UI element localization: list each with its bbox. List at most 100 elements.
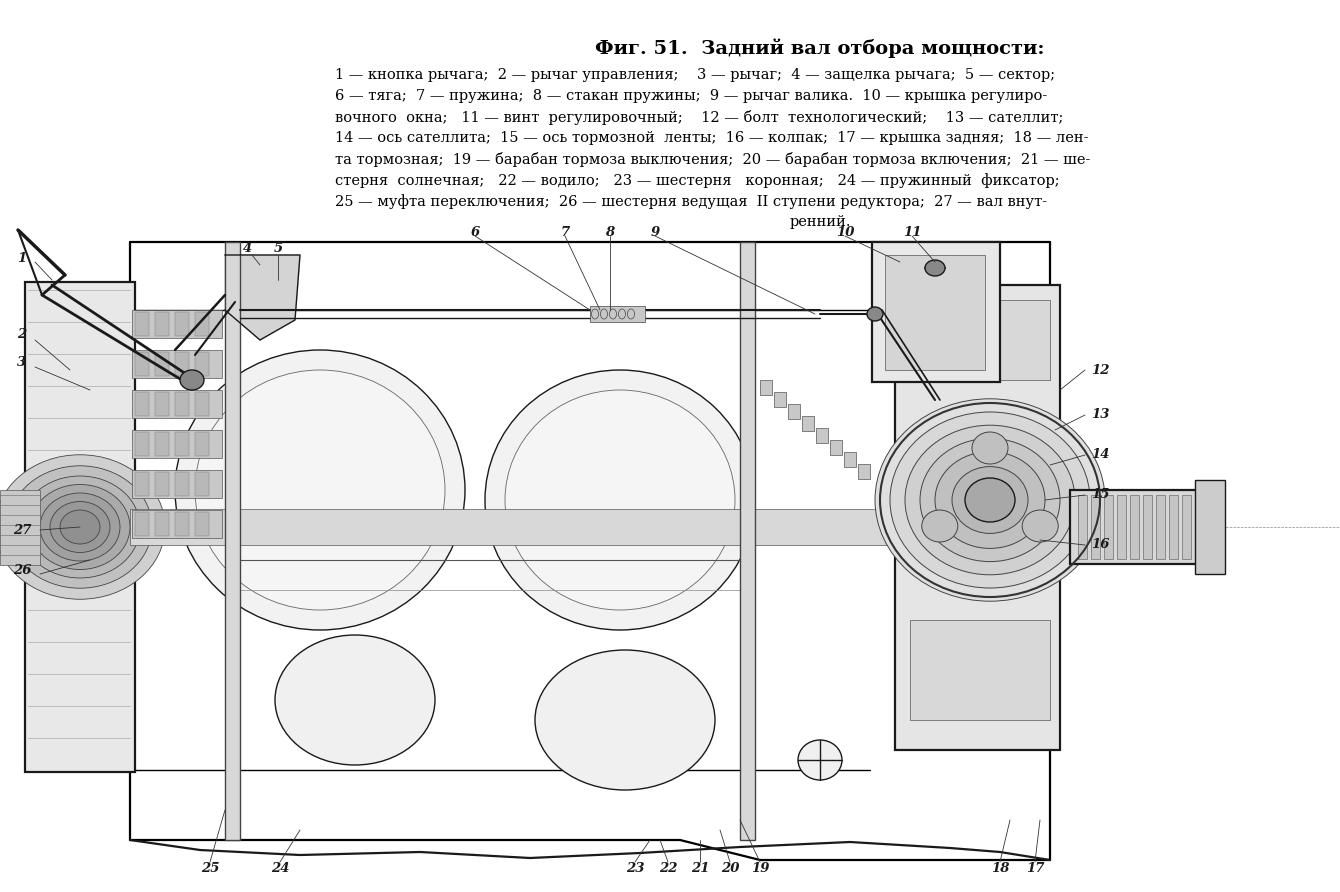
Bar <box>133 470 222 498</box>
Text: 8: 8 <box>606 226 615 238</box>
Ellipse shape <box>935 451 1045 549</box>
Bar <box>196 352 209 376</box>
Text: 7: 7 <box>560 226 570 238</box>
Ellipse shape <box>972 432 1008 464</box>
Bar <box>775 392 787 407</box>
Ellipse shape <box>50 501 110 552</box>
Bar <box>155 352 169 376</box>
Text: ренний.: ренний. <box>789 215 851 229</box>
Text: 22: 22 <box>659 862 677 874</box>
Bar <box>133 350 222 378</box>
Ellipse shape <box>951 467 1028 533</box>
Text: 25: 25 <box>201 862 220 874</box>
Ellipse shape <box>925 260 945 276</box>
Text: та тормозная;  19 — барабан тормоза выключения;  20 — барабан тормоза включения;: та тормозная; 19 — барабан тормоза выклю… <box>335 152 1091 167</box>
Bar <box>133 390 222 418</box>
Text: вочного  окна;   11 — винт  регулировочный;    12 — болт  технологический;    13: вочного окна; 11 — винт регулировочный; … <box>335 110 1064 125</box>
Ellipse shape <box>967 481 1012 519</box>
Bar <box>910 620 1051 720</box>
Ellipse shape <box>875 399 1106 601</box>
Bar <box>196 512 209 536</box>
Text: 26: 26 <box>13 564 31 576</box>
Ellipse shape <box>20 476 139 578</box>
Ellipse shape <box>890 412 1089 588</box>
Ellipse shape <box>905 425 1075 574</box>
Bar <box>1156 495 1164 559</box>
Bar <box>135 472 149 496</box>
Text: 27: 27 <box>13 524 31 536</box>
Bar <box>135 352 149 376</box>
Text: 11: 11 <box>903 226 922 238</box>
Ellipse shape <box>176 350 465 630</box>
Text: 15: 15 <box>1091 489 1110 501</box>
Bar <box>1091 495 1100 559</box>
Text: 6: 6 <box>470 226 480 238</box>
Ellipse shape <box>180 370 204 390</box>
Text: 2: 2 <box>17 328 27 342</box>
Ellipse shape <box>799 740 842 780</box>
Bar <box>0 490 40 565</box>
Text: 23: 23 <box>626 862 645 874</box>
Text: 4: 4 <box>244 242 253 254</box>
Bar <box>1130 495 1139 559</box>
Ellipse shape <box>8 466 151 588</box>
Bar <box>133 310 222 338</box>
Text: 1 — кнопка рычага;  2 — рычаг управления;    3 — рычаг;  4 — защелка рычага;  5 : 1 — кнопка рычага; 2 — рычаг управления;… <box>335 68 1055 82</box>
Bar <box>135 392 149 416</box>
Text: 10: 10 <box>836 226 855 238</box>
Bar <box>130 509 1000 545</box>
Text: 9: 9 <box>650 226 659 238</box>
Text: 3: 3 <box>17 356 27 368</box>
Bar <box>1182 495 1191 559</box>
Bar <box>155 312 169 336</box>
Ellipse shape <box>867 307 883 321</box>
Text: 24: 24 <box>271 862 289 874</box>
Bar <box>176 432 189 456</box>
Text: 5: 5 <box>273 242 283 254</box>
Bar <box>1143 495 1152 559</box>
Text: 20: 20 <box>721 862 740 874</box>
Ellipse shape <box>29 484 130 569</box>
Text: 19: 19 <box>750 862 769 874</box>
Text: 14: 14 <box>1091 449 1110 461</box>
Ellipse shape <box>535 650 716 790</box>
Text: 18: 18 <box>990 862 1009 874</box>
Ellipse shape <box>1022 510 1059 542</box>
Text: 6 — тяга;  7 — пружина;  8 — стакан пружины;  9 — рычаг валика.  10 — крышка рег: 6 — тяга; 7 — пружина; 8 — стакан пружин… <box>335 89 1048 103</box>
Bar <box>133 430 222 458</box>
Ellipse shape <box>275 635 436 765</box>
Bar <box>872 242 1000 382</box>
Bar <box>760 380 772 395</box>
Ellipse shape <box>60 510 100 544</box>
Text: 17: 17 <box>1025 862 1044 874</box>
Bar <box>196 392 209 416</box>
Bar <box>1168 495 1178 559</box>
Ellipse shape <box>0 455 165 599</box>
Bar <box>829 440 842 455</box>
Polygon shape <box>225 255 300 340</box>
Bar <box>788 404 800 419</box>
Ellipse shape <box>922 510 958 542</box>
Bar <box>155 512 169 536</box>
Text: 25 — муфта переключения;  26 — шестерня ведущая  II ступени редуктора;  27 — вал: 25 — муфта переключения; 26 — шестерня в… <box>335 194 1047 209</box>
Bar <box>1195 480 1225 574</box>
Bar <box>176 312 189 336</box>
Bar <box>740 242 754 840</box>
Ellipse shape <box>40 493 121 561</box>
Bar <box>895 285 1060 750</box>
Bar <box>1118 495 1126 559</box>
Bar <box>135 432 149 456</box>
Bar <box>884 255 985 370</box>
Text: Фиг. 51.  Задний вал отбора мощности:: Фиг. 51. Задний вал отбора мощности: <box>595 38 1045 57</box>
Bar <box>176 352 189 376</box>
Bar <box>196 472 209 496</box>
Text: 21: 21 <box>690 862 709 874</box>
Bar <box>858 464 870 479</box>
Bar <box>176 392 189 416</box>
Ellipse shape <box>485 370 754 630</box>
Text: стерня  солнечная;   22 — водило;   23 — шестерня   коронная;   24 — пружинный  : стерня солнечная; 22 — водило; 23 — шест… <box>335 173 1060 188</box>
Bar <box>155 472 169 496</box>
Bar <box>196 312 209 336</box>
Bar <box>196 432 209 456</box>
Bar <box>910 300 1051 380</box>
